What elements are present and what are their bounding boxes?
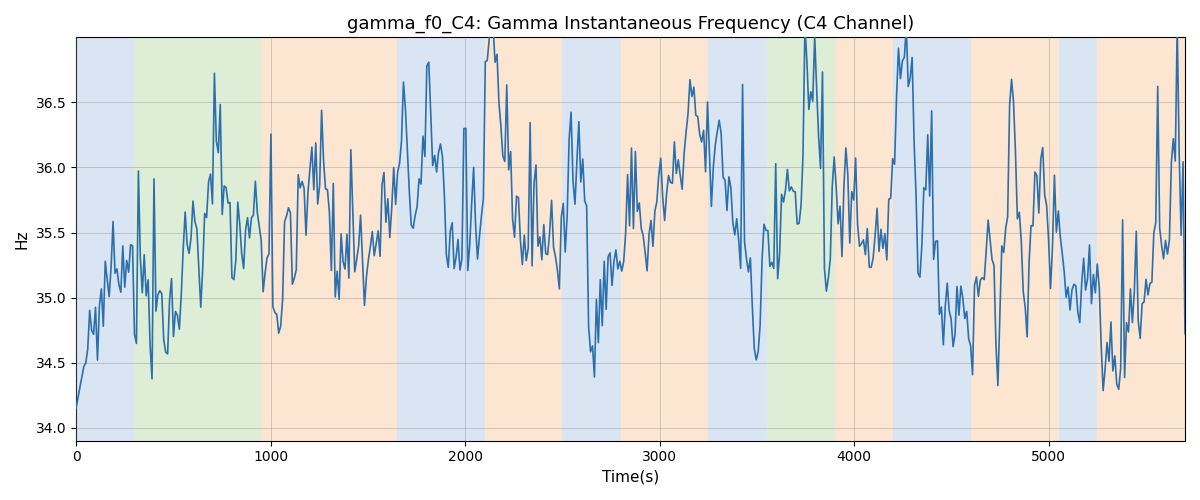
Bar [134,38,260,440]
Bar [260,38,397,440]
Y-axis label: Hz: Hz [14,230,30,249]
Bar [620,38,708,440]
Bar [708,38,767,440]
X-axis label: Time(s): Time(s) [602,470,659,485]
Bar [563,38,620,440]
Bar [485,38,563,440]
Title: gamma_f0_C4: Gamma Instantaneous Frequency (C4 Channel): gamma_f0_C4: Gamma Instantaneous Frequen… [347,15,914,34]
Bar [971,38,1058,440]
Bar [767,38,835,440]
Bar [893,38,971,440]
Bar [397,38,485,440]
Bar [835,38,893,440]
Bar [76,38,134,440]
Bar [1058,38,1098,440]
Bar [1098,38,1184,440]
